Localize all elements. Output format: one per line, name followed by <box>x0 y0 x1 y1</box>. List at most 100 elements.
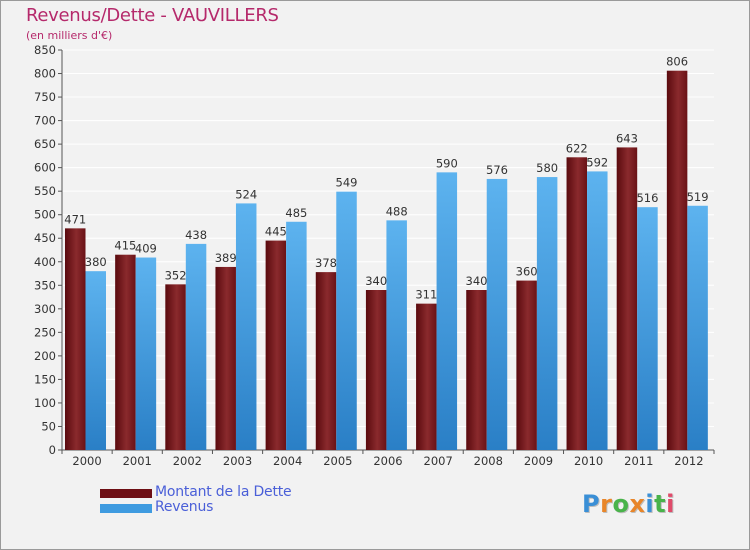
data-label-revenus: 516 <box>636 191 658 205</box>
y-tick-label: 200 <box>34 349 56 363</box>
data-label-dette: 389 <box>215 251 237 265</box>
bar-dette <box>315 272 337 450</box>
data-label-dette: 622 <box>566 141 588 155</box>
x-tick-label: 2009 <box>524 454 553 468</box>
bar-revenus <box>637 207 658 450</box>
data-label-revenus: 580 <box>536 161 558 175</box>
y-tick-label: 500 <box>34 208 56 222</box>
data-label-dette: 340 <box>365 274 387 288</box>
legend-swatch-revenus <box>100 504 152 513</box>
y-tick-label: 250 <box>34 325 56 339</box>
y-tick-label: 800 <box>34 67 56 81</box>
y-tick-label: 50 <box>41 419 56 433</box>
logo-letter: i <box>666 490 675 518</box>
bar-dette <box>566 157 588 450</box>
bar-revenus <box>687 205 708 450</box>
x-tick-label: 2003 <box>223 454 252 468</box>
data-label-revenus: 438 <box>185 228 207 242</box>
y-tick-label: 100 <box>34 396 56 410</box>
data-label-revenus: 485 <box>285 206 307 220</box>
data-label-revenus: 519 <box>687 190 709 204</box>
bar-dette <box>115 254 136 450</box>
data-label-dette: 445 <box>265 225 287 239</box>
data-label-revenus: 380 <box>85 255 107 269</box>
bar-revenus <box>587 171 608 451</box>
data-label-dette: 352 <box>165 268 187 282</box>
bar-revenus <box>85 271 106 450</box>
y-tick-label: 350 <box>34 278 56 292</box>
data-label-dette: 415 <box>114 239 136 253</box>
bar-dette <box>215 266 236 450</box>
bar-revenus <box>235 203 257 450</box>
x-tick-label: 2004 <box>273 454 302 468</box>
axes: 0 50 100 150 200 250 300 350 400 450 500 550 600 650 7… <box>34 43 715 468</box>
y-tick-label: 850 <box>34 43 56 57</box>
bar-revenus <box>185 243 207 450</box>
x-tick-label: 2012 <box>674 454 703 468</box>
logo-letter: r <box>600 490 613 518</box>
chart-subtitle: (en milliers d'€) <box>26 29 113 42</box>
bar-dette <box>516 280 537 450</box>
x-tick-label: 2008 <box>474 454 503 468</box>
y-tick-label: 600 <box>34 161 56 175</box>
x-tick-label: 2005 <box>323 454 352 468</box>
x-tick-label: 2011 <box>624 454 653 468</box>
bar-revenus <box>486 178 508 451</box>
bar-dette <box>265 240 287 450</box>
data-label-dette: 311 <box>415 288 437 302</box>
data-label-dette: 360 <box>516 265 538 279</box>
x-tick-label: 2000 <box>72 454 101 468</box>
data-label-revenus: 549 <box>336 176 358 190</box>
data-label-revenus: 592 <box>586 155 608 169</box>
data-label-dette: 378 <box>315 256 337 270</box>
y-tick-label: 450 <box>34 231 56 245</box>
data-label-dette: 340 <box>466 274 488 288</box>
bar-dette <box>466 290 487 450</box>
logo-letter: x <box>629 490 646 518</box>
x-tick-label: 2010 <box>574 454 603 468</box>
proxiti-logo: Proxiti <box>582 490 675 518</box>
y-tick-label: 0 <box>49 443 56 457</box>
data-label-revenus: 488 <box>386 204 408 218</box>
y-tick-label: 750 <box>34 90 56 104</box>
bar-dette <box>666 70 688 451</box>
y-tick-label: 150 <box>34 372 56 386</box>
y-tick-label: 300 <box>34 302 56 316</box>
bar-dette <box>416 303 437 450</box>
x-tick-label: 2002 <box>173 454 202 468</box>
legend-label-dette: Montant de la Dette <box>155 484 292 500</box>
legend-label-revenus: Revenus <box>155 499 214 515</box>
bar-revenus <box>336 191 357 450</box>
bar-revenus <box>286 221 307 450</box>
data-label-dette: 471 <box>64 212 86 226</box>
x-tick-label: 2001 <box>123 454 152 468</box>
x-tick-label: 2006 <box>373 454 402 468</box>
data-label-dette: 806 <box>666 55 688 69</box>
logo-letter: P <box>582 490 601 518</box>
data-label-revenus: 524 <box>235 187 257 201</box>
bar-revenus <box>386 220 407 450</box>
logo-letter: i <box>645 490 655 518</box>
bar-dette <box>365 290 387 450</box>
bar-revenus <box>135 257 157 450</box>
data-label-revenus: 590 <box>436 156 458 170</box>
bars <box>65 70 708 451</box>
data-labels: 471 415 352 389 445 378 340 311 340 360 622 643 806 3… <box>64 55 708 302</box>
logo-letter: t <box>654 490 667 518</box>
data-label-dette: 643 <box>616 131 638 145</box>
y-tick-label: 400 <box>34 255 56 269</box>
chart-title: Revenus/Dette - VAUVILLERS <box>26 5 279 26</box>
bar-dette <box>65 228 86 450</box>
bar-dette <box>616 147 638 451</box>
bar-dette <box>165 284 186 450</box>
legend-swatch-dette <box>100 489 152 498</box>
y-tick-label: 700 <box>34 114 56 128</box>
bar-revenus <box>536 177 558 450</box>
bar-revenus <box>436 172 458 450</box>
data-label-revenus: 409 <box>135 242 157 256</box>
y-tick-label: 550 <box>34 184 56 198</box>
x-tick-label: 2007 <box>424 454 453 468</box>
data-label-revenus: 576 <box>486 163 508 177</box>
y-tick-label: 650 <box>34 137 56 151</box>
